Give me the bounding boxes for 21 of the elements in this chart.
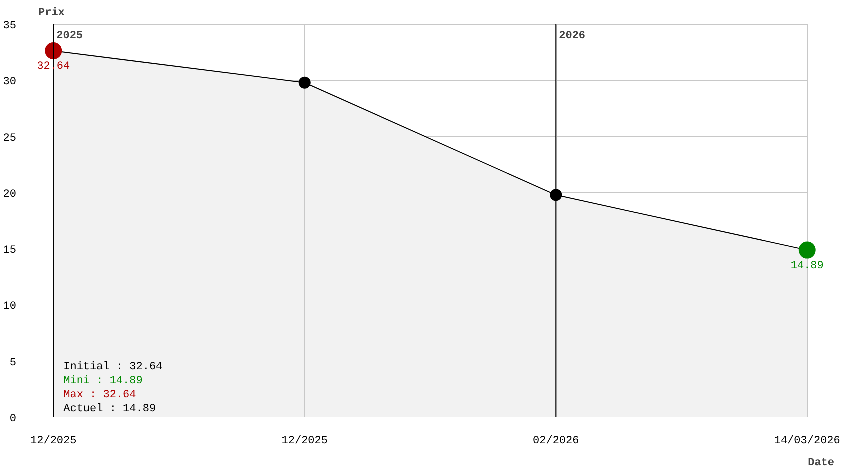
y-tick-label: 10 (3, 301, 16, 314)
ref-line-label: 2025 (56, 30, 84, 42)
y-tick-label: 35 (3, 20, 16, 32)
x-tick-label: 14/03/2026 (774, 436, 840, 448)
y-tick-label: 30 (3, 76, 16, 89)
y-tick-label: 5 (10, 357, 17, 370)
annotation: Initial : 32.64 (64, 362, 164, 374)
x-axis-title: Date (808, 458, 835, 470)
ref-line-label: 2026 (559, 30, 586, 42)
annotation: Max : 32.64 (64, 390, 137, 402)
y-tick-label: 0 (10, 414, 17, 426)
x-tick-label: 12/2025 (282, 436, 328, 448)
y-tick-label: 25 (3, 132, 16, 145)
y-tick-label: 20 (3, 188, 16, 201)
annotation: Mini : 14.89 (64, 376, 143, 388)
y-tick-label: 15 (3, 245, 16, 258)
x-tick-label: 12/2025 (30, 436, 77, 448)
x-tick-label: 02/2026 (533, 436, 580, 448)
data-label: 14.89 (790, 260, 824, 272)
annotation: Actuel : 14.89 (64, 404, 156, 416)
y-axis-title: Prix (38, 8, 66, 20)
